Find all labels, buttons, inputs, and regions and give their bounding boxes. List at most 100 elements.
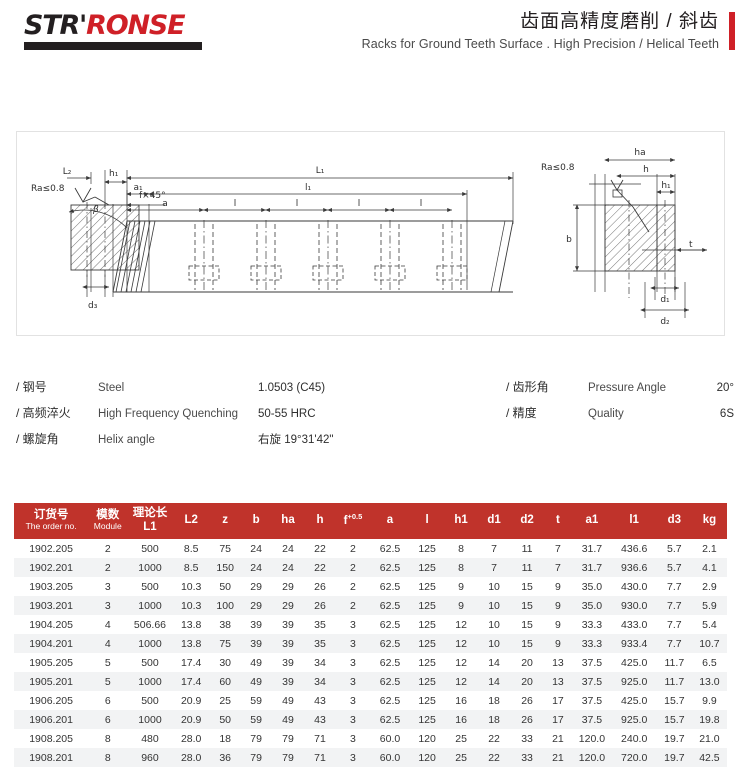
table-row: 1908.201 8 960 28.0 36 79 79 71 3 60.0 120 25 22 33 21… <box>14 748 727 767</box>
col-header-symbol: d1 <box>487 513 501 526</box>
table-cell: 3 <box>350 751 356 764</box>
spec-label-en: High Frequency Quenching <box>98 408 238 420</box>
table-cell: 30 <box>219 656 232 669</box>
table-cell: 62.5 <box>379 637 401 650</box>
table-row: 1906.201 6 1000 20.9 50 59 49 43 3 62.5 125 16 18 26 1… <box>14 710 727 729</box>
table-cell: 34 <box>314 675 326 688</box>
col-header-symbol: d3 <box>667 513 682 526</box>
table-cell: 925.0 <box>621 675 648 688</box>
table-cell: 500 <box>141 580 159 593</box>
spec-label-en: Helix angle <box>98 434 155 446</box>
label-center-l-3: l <box>358 199 361 209</box>
table-cell: 49 <box>250 675 262 688</box>
cell-order-no: 1908.201 <box>29 751 73 764</box>
table-cell: 49 <box>282 713 294 726</box>
spec-label-cn: / 精度 <box>506 406 537 420</box>
specification-table-wrap: 订货号 The order no. 模数 Module 理论长 L1 L2 z b ha h f+0.… <box>14 503 727 767</box>
label-left-h1: h₁ <box>109 169 119 179</box>
spec-label-cn: / 齿形角 <box>506 380 549 394</box>
table-cell: 925.0 <box>621 713 648 726</box>
table-cell: 8 <box>458 561 465 574</box>
spec-value: 6S <box>719 408 734 420</box>
table-row: 1902.201 2 1000 8.5 150 24 24 22 2 62.5 125 8 7 11 7 31… <box>14 558 727 577</box>
technical-diagram-panel: Ra≤0.8 h₁ f×45° d₃ <box>16 131 725 336</box>
spec-row: / 钢号 Steel 1.0503 (C45) / 齿形角 Pressure A… <box>0 378 741 404</box>
table-cell: 13 <box>552 675 564 688</box>
table-cell: 125 <box>418 675 436 688</box>
cell-order-no: 1906.201 <box>29 713 73 726</box>
table-cell: 18 <box>219 732 232 745</box>
table-cell: 37.5 <box>581 656 603 669</box>
table-cell: 125 <box>418 561 436 574</box>
table-cell: 19.8 <box>699 713 720 726</box>
spec-value: 20° <box>716 382 734 394</box>
table-cell: 12 <box>455 656 467 669</box>
table-cell: 79 <box>250 751 262 764</box>
table-cell: 4.1 <box>702 561 717 574</box>
table-cell: 26 <box>314 580 326 593</box>
label-left-chamfer: f×45° <box>139 191 166 201</box>
label-right-roughness: Ra≤0.8 <box>541 163 575 173</box>
table-cell: 62.5 <box>379 599 401 612</box>
table-cell: 15 <box>521 618 533 631</box>
table-cell: 60.0 <box>379 732 401 745</box>
table-cell: 6.5 <box>702 656 717 669</box>
table-cell: 500 <box>141 694 159 707</box>
table-cell: 960 <box>141 751 159 764</box>
cell-order-no: 1903.205 <box>29 580 73 593</box>
col-header-symbol: d2 <box>520 513 534 526</box>
col-header-symbol: b <box>252 513 260 526</box>
table-cell: 240.0 <box>621 732 648 745</box>
table-cell: 2 <box>350 542 356 555</box>
table-row: 1904.201 4 1000 13.8 75 39 39 35 3 62.5 125 12 10 15 9… <box>14 634 727 653</box>
table-row: 1902.205 2 500 8.5 75 24 24 22 2 62.5 125 8 7 11 7 31.7… <box>14 539 727 558</box>
table-cell: 8 <box>104 732 111 745</box>
table-col-header: ha <box>271 503 305 539</box>
table-cell: 38 <box>219 618 232 631</box>
table-cell: 9 <box>555 599 561 612</box>
table-col-header: f+0.5 <box>335 503 371 539</box>
spec-left-2: / 高频淬火 High Frequency Quenching 50-55 HR… <box>0 404 500 421</box>
table-cell: 125 <box>418 656 436 669</box>
table-cell: 79 <box>282 751 294 764</box>
spec-label-cn: / 高频淬火 <box>16 406 71 420</box>
table-cell: 1000 <box>138 599 162 612</box>
table-cell: 3 <box>350 732 356 745</box>
table-cell: 35.0 <box>581 599 603 612</box>
table-cell: 60 <box>219 675 232 688</box>
label-center-l-1: l <box>234 199 237 209</box>
table-cell: 5 <box>104 656 111 669</box>
table-cell: 35 <box>314 618 326 631</box>
table-cell: 2.1 <box>702 542 717 555</box>
table-cell: 1000 <box>138 713 162 726</box>
table-cell: 100 <box>216 599 234 612</box>
table-cell: 12 <box>455 675 467 688</box>
table-cell: 31.7 <box>581 542 603 555</box>
table-cell: 500 <box>141 542 159 555</box>
col-header-symbol: l <box>425 513 429 526</box>
table-cell: 39 <box>282 656 294 669</box>
table-cell: 39 <box>282 618 294 631</box>
table-cell: 7.7 <box>667 637 682 650</box>
table-col-header: h1 <box>444 503 478 539</box>
table-cell: 2.9 <box>702 580 717 593</box>
table-cell: 5.4 <box>702 618 717 631</box>
label-center-l-4: l <box>420 199 423 209</box>
table-cell: 20.9 <box>180 713 202 726</box>
table-cell: 79 <box>282 732 294 745</box>
col-header-en: Module <box>93 521 122 532</box>
col-header-symbol: h <box>316 513 324 526</box>
table-cell: 10 <box>488 580 500 593</box>
col-header-symbol: ha <box>281 513 295 526</box>
table-cell: 3 <box>350 618 356 631</box>
table-col-header: 理论长 L1 <box>127 503 173 539</box>
table-cell: 15.7 <box>664 694 685 707</box>
table-cell: 16 <box>455 694 467 707</box>
table-cell: 31.7 <box>581 561 603 574</box>
table-cell: 19.7 <box>664 732 685 745</box>
table-cell: 6 <box>104 694 111 707</box>
label-center-L2: L₂ <box>63 167 72 177</box>
table-row: 1903.201 3 1000 10.3 100 29 29 26 2 62.5 125 9 10 15 9… <box>14 596 727 615</box>
table-cell: 15 <box>521 599 533 612</box>
